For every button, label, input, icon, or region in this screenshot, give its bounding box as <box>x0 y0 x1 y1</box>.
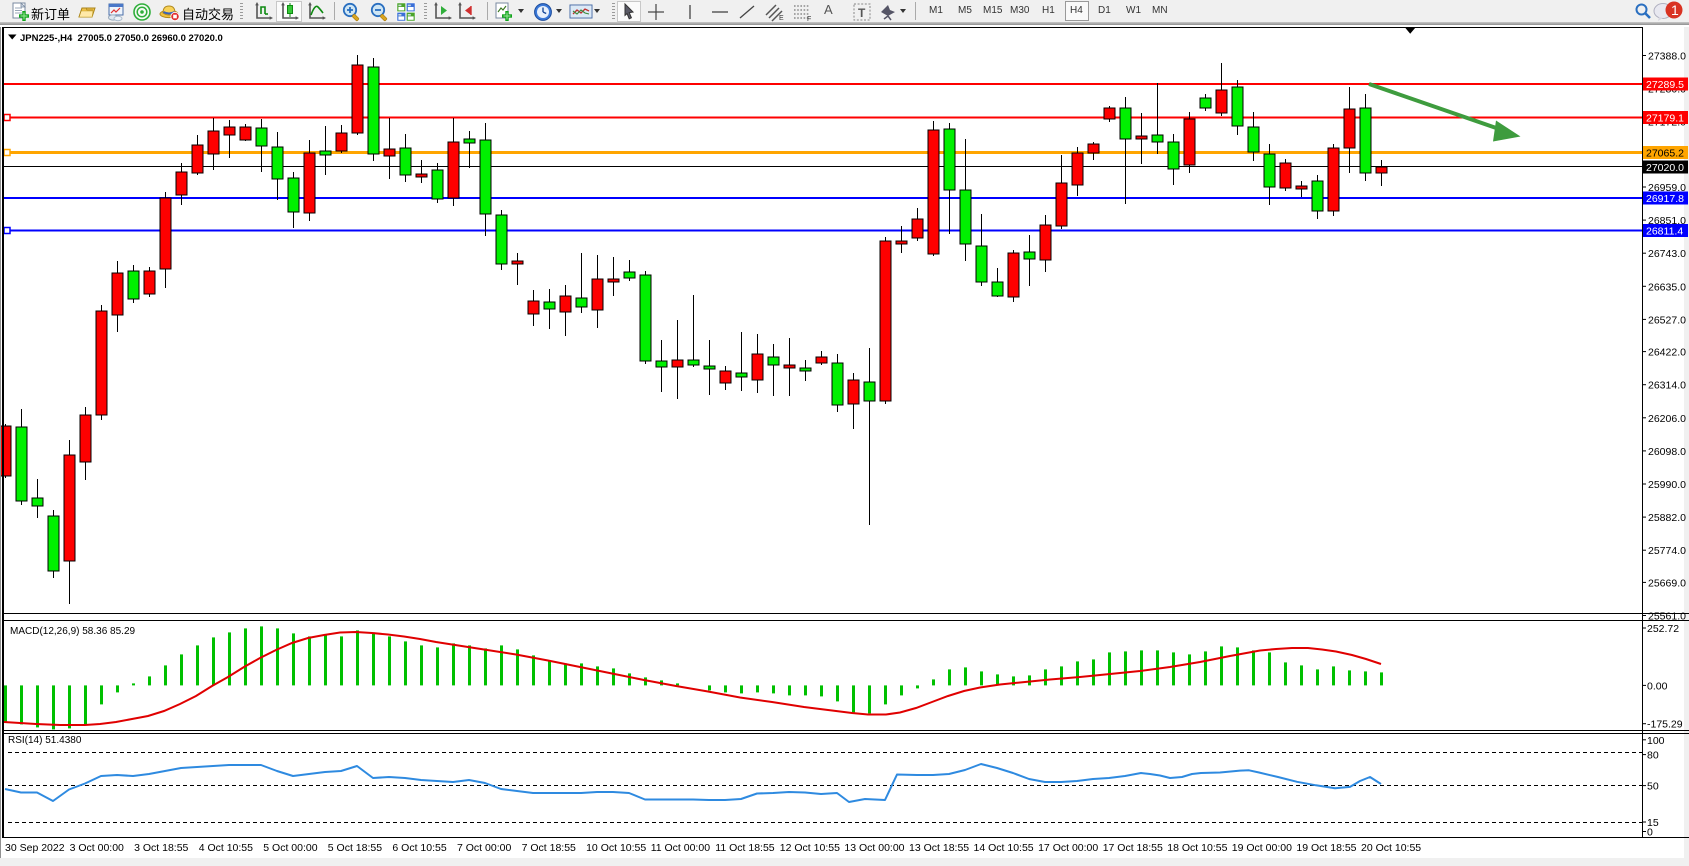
svg-text:F: F <box>807 16 811 22</box>
svg-text:6 Oct 10:55: 6 Oct 10:55 <box>392 842 446 854</box>
svg-text:4 Oct 10:55: 4 Oct 10:55 <box>199 842 253 854</box>
svg-text:0.00: 0.00 <box>1647 680 1668 692</box>
svg-text:19 Oct 00:00: 19 Oct 00:00 <box>1232 842 1292 854</box>
svg-text:12 Oct 10:55: 12 Oct 10:55 <box>780 842 840 854</box>
svg-text:26811.4: 26811.4 <box>1646 226 1683 238</box>
svg-text:26098.0: 26098.0 <box>1648 446 1686 458</box>
svg-text:17 Oct 18:55: 17 Oct 18:55 <box>1103 842 1163 854</box>
svg-text:-175.29: -175.29 <box>1647 719 1683 731</box>
svg-text:15: 15 <box>1647 817 1659 829</box>
svg-text:25669.0: 25669.0 <box>1648 577 1686 589</box>
svg-text:25561.0: 25561.0 <box>1648 611 1686 623</box>
svg-text:26206.0: 26206.0 <box>1648 413 1686 425</box>
svg-text:19 Oct 18:55: 19 Oct 18:55 <box>1296 842 1356 854</box>
svg-text:100: 100 <box>1647 735 1665 747</box>
svg-text:25774.0: 25774.0 <box>1648 545 1686 557</box>
svg-text:26959.0: 26959.0 <box>1648 182 1686 194</box>
svg-text:27289.5: 27289.5 <box>1646 79 1684 91</box>
svg-text:17 Oct 00:00: 17 Oct 00:00 <box>1038 842 1098 854</box>
svg-text:1: 1 <box>1671 2 1679 18</box>
svg-text:80: 80 <box>1647 750 1659 762</box>
svg-text:0: 0 <box>1647 827 1653 839</box>
svg-text:3 Oct 18:55: 3 Oct 18:55 <box>134 842 188 854</box>
svg-text:JPN225-,H4 27005.0 27050.0 26: JPN225-,H4 27005.0 27050.0 26960.0 27020… <box>20 33 223 44</box>
svg-text:25882.0: 25882.0 <box>1648 512 1686 524</box>
svg-text:5 Oct 18:55: 5 Oct 18:55 <box>328 842 382 854</box>
svg-text:7 Oct 18:55: 7 Oct 18:55 <box>522 842 576 854</box>
svg-text:11 Oct 00:00: 11 Oct 00:00 <box>651 842 711 854</box>
svg-text:26422.0: 26422.0 <box>1648 347 1686 359</box>
svg-text:27020.0: 27020.0 <box>1646 162 1684 174</box>
svg-text:E: E <box>779 15 784 22</box>
svg-text:13 Oct 00:00: 13 Oct 00:00 <box>844 842 904 854</box>
svg-text:14 Oct 10:55: 14 Oct 10:55 <box>974 842 1034 854</box>
svg-text:30 Sep 2022: 30 Sep 2022 <box>5 842 65 854</box>
svg-text:7 Oct 00:00: 7 Oct 00:00 <box>457 842 511 854</box>
svg-text:252.72: 252.72 <box>1647 623 1679 635</box>
svg-text:26743.0: 26743.0 <box>1648 248 1686 260</box>
svg-text:5 Oct 00:00: 5 Oct 00:00 <box>263 842 317 854</box>
svg-text:26527.0: 26527.0 <box>1648 314 1686 326</box>
svg-text:13 Oct 18:55: 13 Oct 18:55 <box>909 842 969 854</box>
svg-text:RSI(14) 51.4380: RSI(14) 51.4380 <box>8 735 82 746</box>
svg-text:26314.0: 26314.0 <box>1648 380 1686 392</box>
svg-text:25990.0: 25990.0 <box>1648 479 1686 491</box>
svg-text:27065.2: 27065.2 <box>1646 148 1684 160</box>
svg-text:26917.8: 26917.8 <box>1646 193 1684 205</box>
svg-text:T: T <box>858 6 866 20</box>
svg-text:11 Oct 18:55: 11 Oct 18:55 <box>715 842 775 854</box>
svg-text:26635.0: 26635.0 <box>1648 281 1686 293</box>
svg-text:18 Oct 10:55: 18 Oct 10:55 <box>1167 842 1227 854</box>
svg-text:27388.0: 27388.0 <box>1648 51 1686 63</box>
svg-text:3 Oct 00:00: 3 Oct 00:00 <box>70 842 124 854</box>
svg-text:10 Oct 10:55: 10 Oct 10:55 <box>586 842 646 854</box>
svg-text:20 Oct 10:55: 20 Oct 10:55 <box>1361 842 1421 854</box>
svg-text:50: 50 <box>1647 781 1659 793</box>
svg-text:27179.1: 27179.1 <box>1646 113 1684 125</box>
svg-text:MACD(12,26,9) 58.36 85.29: MACD(12,26,9) 58.36 85.29 <box>10 626 136 637</box>
